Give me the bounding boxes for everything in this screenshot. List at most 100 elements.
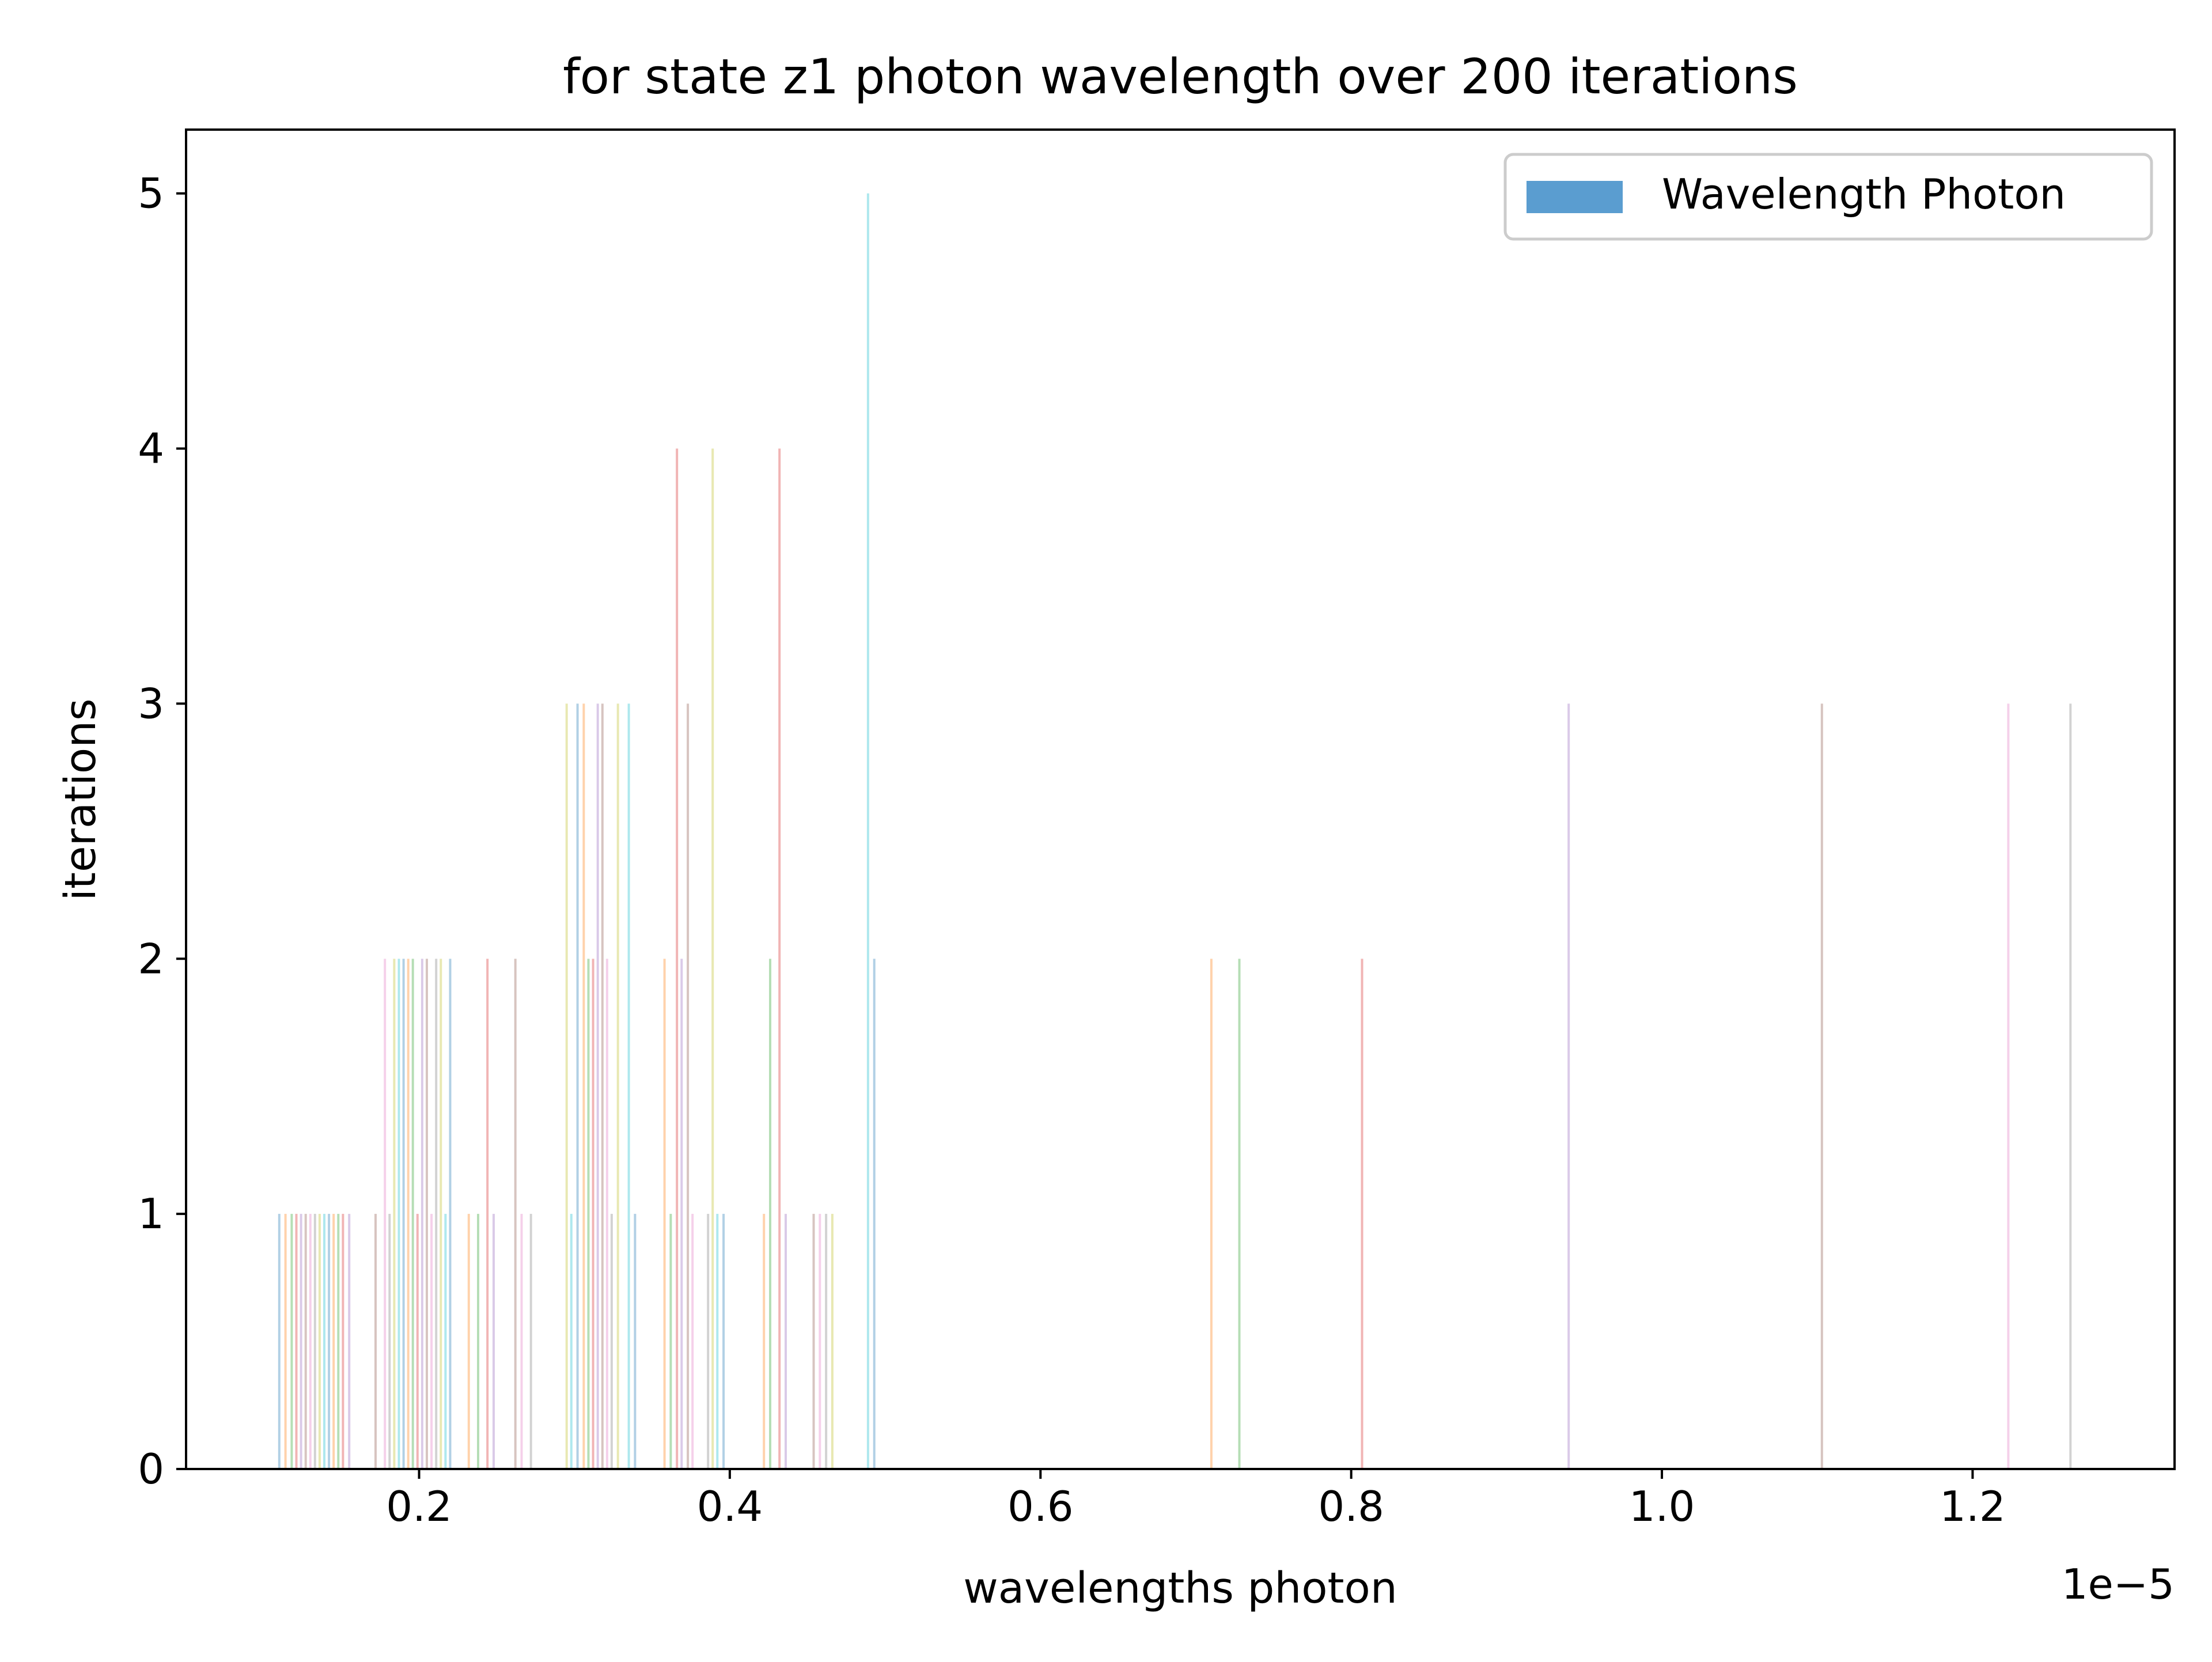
y-axis-ticks: 0 1 2 3 4 5 <box>138 169 186 1493</box>
histogram-bar <box>402 959 405 1469</box>
x-tick-label: 0.6 <box>1007 1482 1074 1531</box>
histogram-bar <box>866 193 869 1470</box>
histogram-bar <box>2007 703 2010 1469</box>
histogram-bar <box>397 959 400 1469</box>
histogram-bar <box>663 959 666 1469</box>
histogram-bar <box>812 1214 815 1469</box>
histogram-bar <box>565 703 568 1469</box>
histogram-bar <box>2069 703 2072 1469</box>
histogram-bar <box>1820 703 1823 1469</box>
x-tick-label: 1.0 <box>1629 1482 1695 1531</box>
histogram-bar <box>778 448 781 1469</box>
histogram-bar <box>440 959 442 1469</box>
y-tick-label: 4 <box>138 425 164 473</box>
histogram-bar <box>278 1214 281 1469</box>
plot-frame <box>185 128 2176 1470</box>
histogram-bar <box>348 1214 351 1469</box>
histogram-bar <box>680 959 683 1469</box>
histogram-bar <box>444 1214 447 1469</box>
histogram-bar <box>284 1214 287 1469</box>
histogram-bar <box>1210 959 1213 1469</box>
histogram-bar <box>605 959 608 1469</box>
histogram-bar <box>582 703 585 1469</box>
y-tick-label: 3 <box>138 679 164 728</box>
histogram-bar <box>711 448 714 1469</box>
histogram-bar <box>393 959 396 1469</box>
histogram-bar <box>716 1214 719 1469</box>
histogram-bar <box>388 1214 391 1469</box>
histogram-bar <box>477 1214 479 1469</box>
histogram-bar <box>323 1214 325 1469</box>
histogram-bar <box>486 959 489 1469</box>
x-offset-text: 1e−5 <box>2062 1560 2175 1608</box>
histogram-bar <box>570 1214 573 1469</box>
legend-patch <box>1527 181 1623 213</box>
y-tick-label: 5 <box>138 169 164 218</box>
histogram-bar <box>514 959 517 1469</box>
histogram-bar <box>449 959 452 1469</box>
histogram-bar <box>342 1214 344 1469</box>
x-axis-ticks: 0.2 0.4 0.6 0.8 1.0 1.2 <box>386 1469 2006 1531</box>
histogram-bar <box>610 1214 613 1469</box>
histogram-bar <box>374 1214 377 1469</box>
histogram-bar <box>576 703 579 1469</box>
histogram-bar <box>676 448 679 1469</box>
histogram-bar <box>416 1214 419 1469</box>
y-tick-label: 0 <box>138 1445 164 1493</box>
histogram-bar <box>819 1214 821 1469</box>
histogram-bar <box>295 1214 298 1469</box>
histogram-bar <box>769 959 771 1469</box>
x-tick-label: 0.2 <box>386 1482 452 1531</box>
histogram-bar <box>722 1214 725 1469</box>
histogram-bar <box>587 959 590 1469</box>
histogram-bar <box>627 703 630 1469</box>
x-tick-label: 0.8 <box>1318 1482 1384 1531</box>
histogram-bar <box>634 1214 637 1469</box>
histogram-bar <box>435 959 438 1469</box>
x-tick-label: 1.2 <box>1940 1482 2006 1531</box>
histogram-bar <box>421 959 423 1469</box>
histogram-bar <box>430 1214 433 1469</box>
histogram-bar <box>520 1214 523 1469</box>
legend-frame <box>1503 153 2153 241</box>
histogram-bar <box>616 703 619 1469</box>
histogram-bar <box>873 959 876 1469</box>
histogram-bar <box>318 1214 321 1469</box>
histogram-bar <box>328 1214 331 1469</box>
histogram-bar <box>825 1214 828 1469</box>
histogram-bar <box>493 1214 495 1469</box>
histogram-bar <box>785 1214 787 1469</box>
histogram-bar <box>384 959 387 1469</box>
histogram-bar <box>831 1214 834 1469</box>
histogram-bar <box>467 1214 470 1469</box>
histogram-bar <box>309 1214 312 1469</box>
x-axis-label: wavelengths photon <box>963 1563 1397 1613</box>
histogram-bar <box>691 1214 694 1469</box>
histogram-bar <box>1567 703 1570 1469</box>
x-tick-label: 0.4 <box>697 1482 763 1531</box>
histogram-bar <box>596 703 599 1469</box>
histogram-bar <box>592 959 594 1469</box>
y-axis-label: iterations <box>56 698 105 900</box>
bars-group <box>278 193 2072 1470</box>
histogram-bar <box>300 1214 302 1469</box>
histogram-bar <box>337 1214 340 1469</box>
y-tick-label: 1 <box>138 1190 164 1238</box>
histogram-bar <box>1238 959 1241 1469</box>
histogram-bar <box>313 1214 316 1469</box>
histogram-bar <box>407 959 410 1469</box>
chart-title: for state z1 photon wavelength over 200 … <box>563 48 1798 105</box>
histogram-bar <box>707 1214 710 1469</box>
histogram-bar <box>304 1214 307 1469</box>
legend: Wavelength Photon <box>1503 153 2153 241</box>
histogram-bar <box>687 703 690 1469</box>
y-tick-label: 2 <box>138 934 164 983</box>
histogram-bar <box>763 1214 766 1469</box>
histogram-bar <box>426 959 428 1469</box>
histogram-bar <box>1361 959 1363 1469</box>
histogram-bar <box>332 1214 335 1469</box>
histogram-bar <box>290 1214 293 1469</box>
